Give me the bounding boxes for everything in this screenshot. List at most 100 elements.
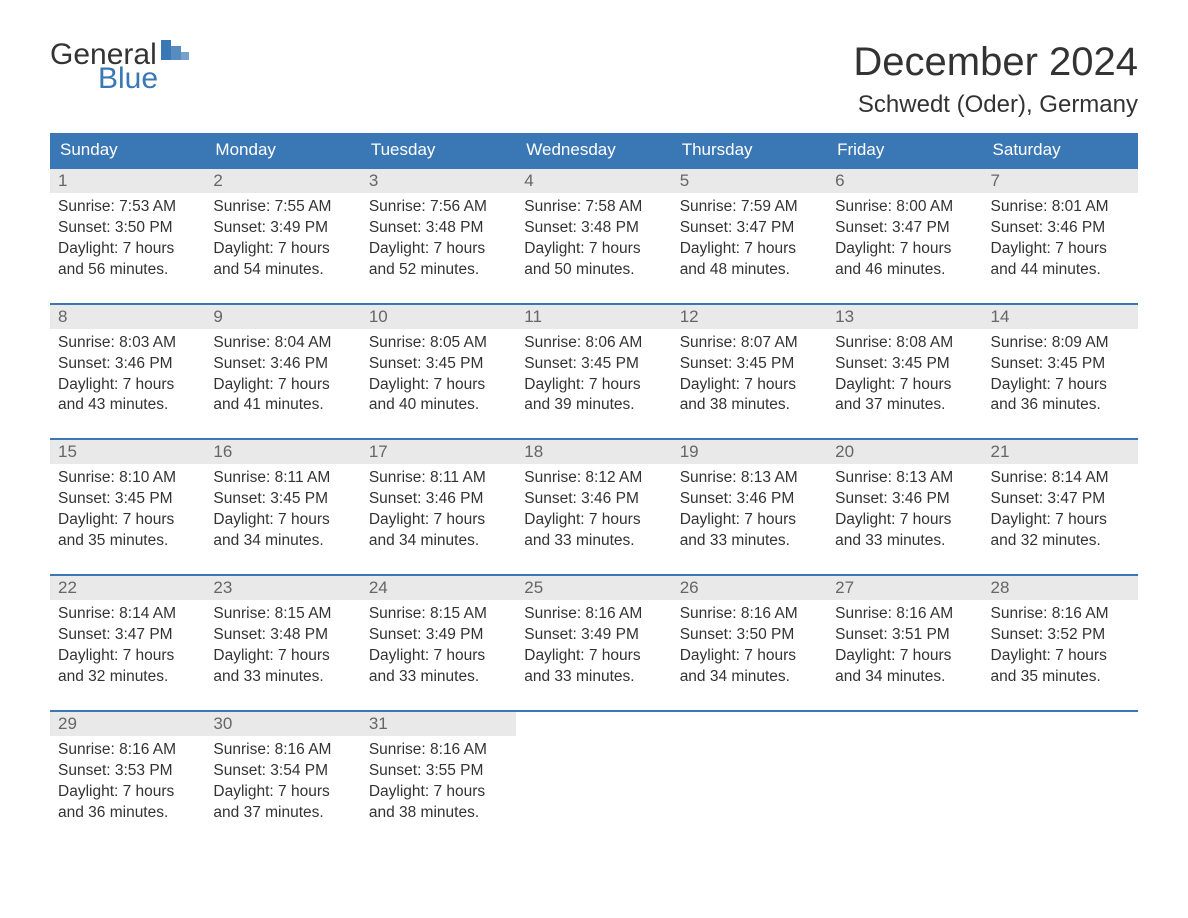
sunset-text: Sunset: 3:45 PM xyxy=(213,489,352,510)
dow-sunday: Sunday xyxy=(50,133,205,167)
day-content: Sunrise: 8:11 AMSunset: 3:45 PMDaylight:… xyxy=(205,464,360,558)
day-cell: 1Sunrise: 7:53 AMSunset: 3:50 PMDaylight… xyxy=(50,169,205,287)
day-number: 21 xyxy=(983,440,1138,464)
sunset-text: Sunset: 3:46 PM xyxy=(369,489,508,510)
sunrise-text: Sunrise: 8:00 AM xyxy=(835,197,974,218)
day-content: Sunrise: 8:12 AMSunset: 3:46 PMDaylight:… xyxy=(516,464,671,558)
day-number: 11 xyxy=(516,305,671,329)
day-number: 22 xyxy=(50,576,205,600)
day-number xyxy=(983,712,1138,716)
day-cell: 13Sunrise: 8:08 AMSunset: 3:45 PMDayligh… xyxy=(827,305,982,423)
day-content: Sunrise: 8:01 AMSunset: 3:46 PMDaylight:… xyxy=(983,193,1138,287)
day-content: Sunrise: 8:11 AMSunset: 3:46 PMDaylight:… xyxy=(361,464,516,558)
day-content: Sunrise: 8:08 AMSunset: 3:45 PMDaylight:… xyxy=(827,329,982,423)
sunrise-text: Sunrise: 8:16 AM xyxy=(213,740,352,761)
sunset-text: Sunset: 3:47 PM xyxy=(680,218,819,239)
sunrise-text: Sunrise: 7:56 AM xyxy=(369,197,508,218)
daylight-text: Daylight: 7 hours and 33 minutes. xyxy=(524,646,663,688)
dow-saturday: Saturday xyxy=(983,133,1138,167)
sunset-text: Sunset: 3:46 PM xyxy=(58,354,197,375)
sunset-text: Sunset: 3:51 PM xyxy=(835,625,974,646)
sunset-text: Sunset: 3:45 PM xyxy=(58,489,197,510)
sunrise-text: Sunrise: 8:14 AM xyxy=(991,468,1130,489)
sunset-text: Sunset: 3:52 PM xyxy=(991,625,1130,646)
daylight-text: Daylight: 7 hours and 33 minutes. xyxy=(213,646,352,688)
sunrise-text: Sunrise: 8:04 AM xyxy=(213,333,352,354)
day-content: Sunrise: 8:14 AMSunset: 3:47 PMDaylight:… xyxy=(983,464,1138,558)
dow-friday: Friday xyxy=(827,133,982,167)
day-number: 14 xyxy=(983,305,1138,329)
daylight-text: Daylight: 7 hours and 50 minutes. xyxy=(524,239,663,281)
sunset-text: Sunset: 3:48 PM xyxy=(369,218,508,239)
sunset-text: Sunset: 3:46 PM xyxy=(213,354,352,375)
dow-thursday: Thursday xyxy=(672,133,827,167)
day-content: Sunrise: 8:16 AMSunset: 3:55 PMDaylight:… xyxy=(361,736,516,830)
daylight-text: Daylight: 7 hours and 48 minutes. xyxy=(680,239,819,281)
sunset-text: Sunset: 3:45 PM xyxy=(680,354,819,375)
day-cell: 3Sunrise: 7:56 AMSunset: 3:48 PMDaylight… xyxy=(361,169,516,287)
day-content: Sunrise: 8:10 AMSunset: 3:45 PMDaylight:… xyxy=(50,464,205,558)
daylight-text: Daylight: 7 hours and 56 minutes. xyxy=(58,239,197,281)
sunset-text: Sunset: 3:47 PM xyxy=(58,625,197,646)
daylight-text: Daylight: 7 hours and 36 minutes. xyxy=(58,782,197,824)
daylight-text: Daylight: 7 hours and 54 minutes. xyxy=(213,239,352,281)
day-cell: 6 Sunrise: 8:00 AMSunset: 3:47 PMDaylight… xyxy=(827,169,982,287)
day-number: 23 xyxy=(205,576,360,600)
sunrise-text: Sunrise: 8:14 AM xyxy=(58,604,197,625)
dow-wednesday: Wednesday xyxy=(516,133,671,167)
sunrise-text: Sunrise: 8:16 AM xyxy=(524,604,663,625)
daylight-text: Daylight: 7 hours and 41 minutes. xyxy=(213,375,352,417)
day-cell: 30Sunrise: 8:16 AMSunset: 3:54 PMDayligh… xyxy=(205,712,360,830)
day-number: 16 xyxy=(205,440,360,464)
day-number: 28 xyxy=(983,576,1138,600)
daylight-text: Daylight: 7 hours and 34 minutes. xyxy=(369,510,508,552)
sunset-text: Sunset: 3:47 PM xyxy=(835,218,974,239)
sunrise-text: Sunrise: 7:53 AM xyxy=(58,197,197,218)
day-number: 6 xyxy=(827,169,982,193)
day-number: 31 xyxy=(361,712,516,736)
day-number: 1 xyxy=(50,169,205,193)
sunset-text: Sunset: 3:55 PM xyxy=(369,761,508,782)
day-content: Sunrise: 8:16 AMSunset: 3:50 PMDaylight:… xyxy=(672,600,827,694)
sunrise-text: Sunrise: 8:10 AM xyxy=(58,468,197,489)
day-cell: 28Sunrise: 8:16 AMSunset: 3:52 PMDayligh… xyxy=(983,576,1138,694)
daylight-text: Daylight: 7 hours and 33 minutes. xyxy=(680,510,819,552)
day-cell: 27Sunrise: 8:16 AMSunset: 3:51 PMDayligh… xyxy=(827,576,982,694)
day-number: 27 xyxy=(827,576,982,600)
sunset-text: Sunset: 3:47 PM xyxy=(991,489,1130,510)
sunset-text: Sunset: 3:45 PM xyxy=(369,354,508,375)
sunrise-text: Sunrise: 8:08 AM xyxy=(835,333,974,354)
weeks-container: 1Sunrise: 7:53 AMSunset: 3:50 PMDaylight… xyxy=(50,167,1138,829)
sunrise-text: Sunrise: 8:15 AM xyxy=(369,604,508,625)
day-content: Sunrise: 8:16 AMSunset: 3:52 PMDaylight:… xyxy=(983,600,1138,694)
daylight-text: Daylight: 7 hours and 34 minutes. xyxy=(835,646,974,688)
sunrise-text: Sunrise: 8:07 AM xyxy=(680,333,819,354)
sunset-text: Sunset: 3:45 PM xyxy=(991,354,1130,375)
day-cell: 24Sunrise: 8:15 AMSunset: 3:49 PMDayligh… xyxy=(361,576,516,694)
month-title: December 2024 xyxy=(853,40,1138,85)
sunset-text: Sunset: 3:53 PM xyxy=(58,761,197,782)
sunrise-text: Sunrise: 8:16 AM xyxy=(58,740,197,761)
day-content: Sunrise: 7:53 AMSunset: 3:50 PMDaylight:… xyxy=(50,193,205,287)
day-content: Sunrise: 8:14 AMSunset: 3:47 PMDaylight:… xyxy=(50,600,205,694)
daylight-text: Daylight: 7 hours and 40 minutes. xyxy=(369,375,508,417)
dow-monday: Monday xyxy=(205,133,360,167)
daylight-text: Daylight: 7 hours and 38 minutes. xyxy=(680,375,819,417)
daylight-text: Daylight: 7 hours and 38 minutes. xyxy=(369,782,508,824)
daylight-text: Daylight: 7 hours and 36 minutes. xyxy=(991,375,1130,417)
day-number xyxy=(516,712,671,716)
week-row: 15Sunrise: 8:10 AMSunset: 3:45 PMDayligh… xyxy=(50,438,1138,558)
sunrise-text: Sunrise: 8:11 AM xyxy=(213,468,352,489)
daylight-text: Daylight: 7 hours and 34 minutes. xyxy=(680,646,819,688)
day-cell: 19Sunrise: 8:13 AMSunset: 3:46 PMDayligh… xyxy=(672,440,827,558)
day-cell xyxy=(672,712,827,830)
daylight-text: Daylight: 7 hours and 52 minutes. xyxy=(369,239,508,281)
day-content: Sunrise: 8:13 AMSunset: 3:46 PMDaylight:… xyxy=(827,464,982,558)
sunrise-text: Sunrise: 7:58 AM xyxy=(524,197,663,218)
daylight-text: Daylight: 7 hours and 46 minutes. xyxy=(835,239,974,281)
title-block: December 2024 Schwedt (Oder), Germany xyxy=(853,40,1138,119)
sunset-text: Sunset: 3:46 PM xyxy=(991,218,1130,239)
sunrise-text: Sunrise: 8:16 AM xyxy=(369,740,508,761)
daylight-text: Daylight: 7 hours and 34 minutes. xyxy=(213,510,352,552)
flag-icon xyxy=(161,40,189,64)
